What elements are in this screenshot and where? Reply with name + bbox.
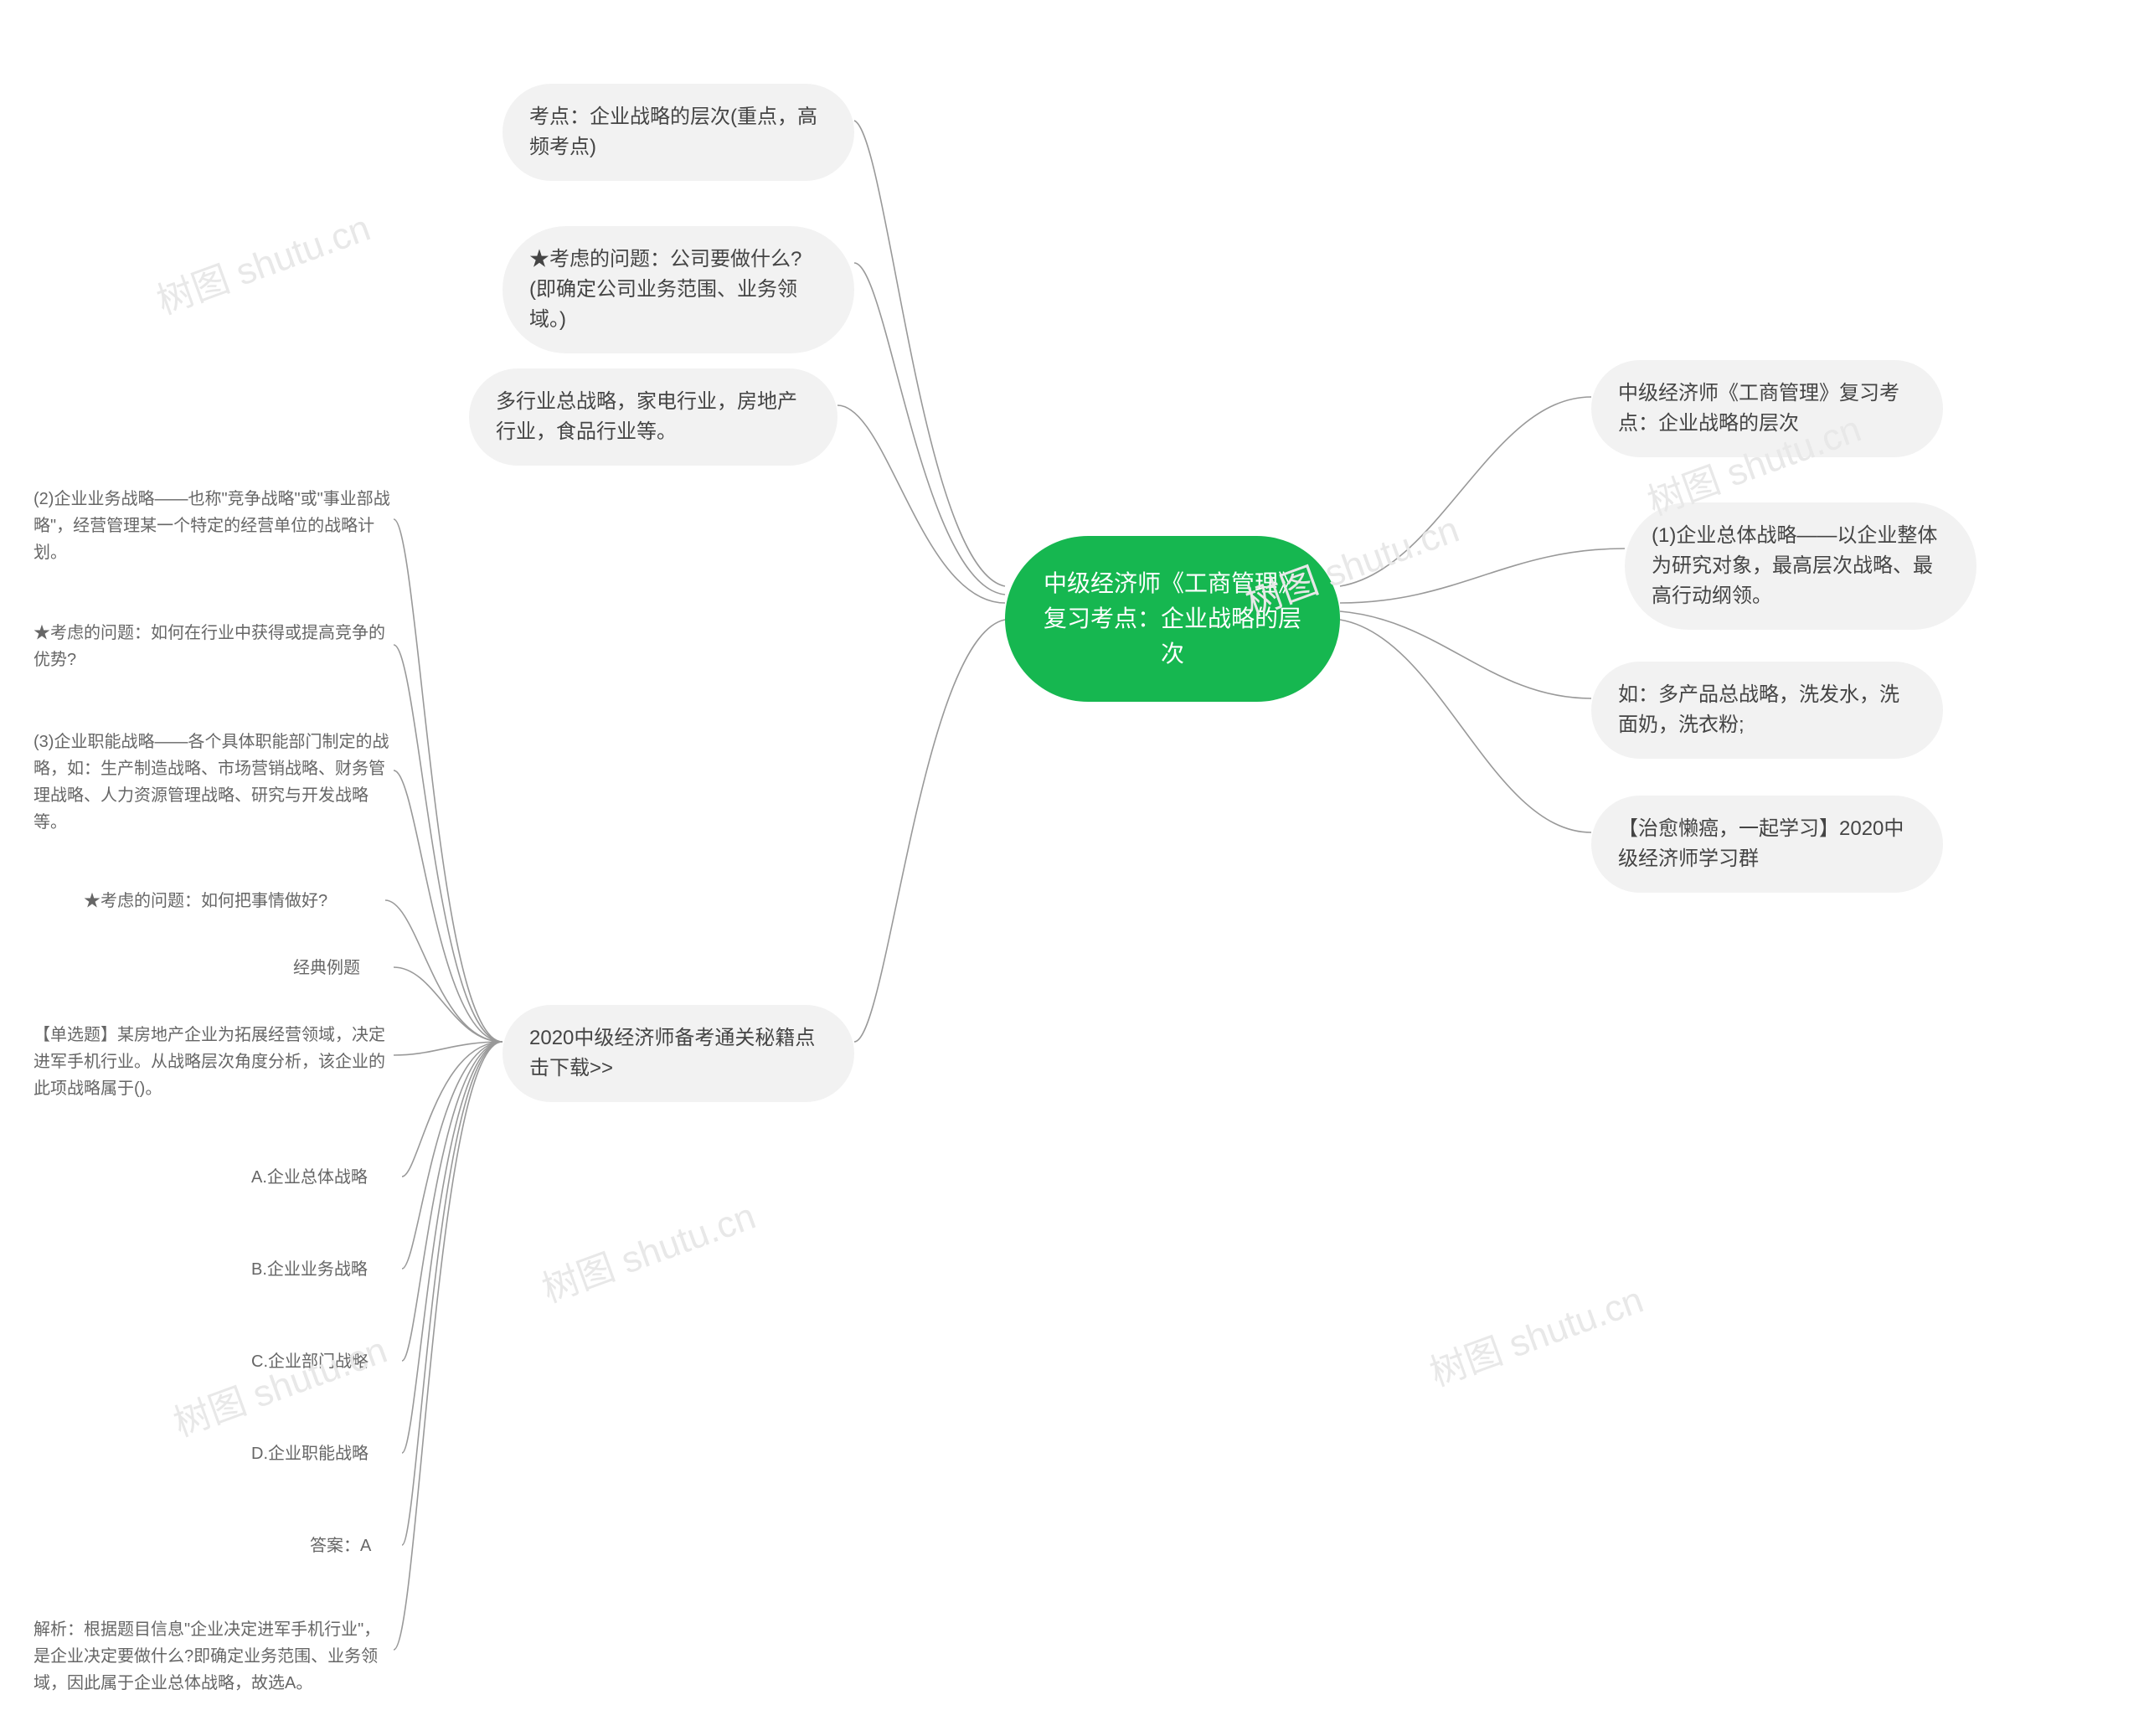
pill-label: 多行业总战略，家电行业，房地产行业，食品行业等。 [496,387,811,447]
pill-label: ★考虑的问题：公司要做什么?(即确定公司业务范围、业务领域。) [529,245,827,335]
pill-exam-point[interactable]: 考点：企业战略的层次(重点，高频考点) [502,84,854,181]
leaf-text: 【单选题】某房地产企业为拓展经营领域，决定进军手机行业。从战略层次角度分析，该企… [34,1022,394,1102]
center-node[interactable]: 中级经济师《工商管理》复习考点：企业战略的层次 [1005,536,1340,702]
pill-study-group[interactable]: 【治愈懒癌，一起学习】2020中级经济师学习群 [1591,796,1943,893]
pill-consider-question[interactable]: ★考虑的问题：公司要做什么?(即确定公司业务范围、业务领域。) [502,226,854,353]
leaf-text: C.企业部门战略 [251,1348,368,1375]
watermark: 树图 shutu.cn [165,1320,393,1446]
pill-label: 【治愈懒癌，一起学习】2020中级经济师学习群 [1618,814,1916,874]
leaf-text: (2)企业业务战略——也称"竞争战略"或"事业部战略"，经营管理某一个特定的经营… [34,486,394,566]
pill-label: 考点：企业战略的层次(重点，高频考点) [529,102,827,162]
pill-label: 中级经济师《工商管理》复习考点：企业战略的层次 [1618,379,1916,439]
leaf-classic-example[interactable]: 经典例题 [293,955,394,981]
pill-label: (1)企业总体战略——以企业整体为研究对象，最高层次战略、最高行动纲领。 [1652,521,1950,611]
center-node-text: 中级经济师《工商管理》复习考点：企业战略的层次 [1038,566,1306,672]
leaf-answer[interactable]: 答案：A [310,1533,402,1559]
leaf-text: A.企业总体战略 [251,1164,368,1191]
leaf-competitive-advantage[interactable]: ★考虑的问题：如何在行业中获得或提高竞争的优势? [34,620,394,673]
watermark: 树图 shutu.cn [533,1186,761,1312]
pill-multi-product[interactable]: 如：多产品总战略，洗发水，洗面奶，洗衣粉; [1591,662,1943,759]
leaf-text: D.企业职能战略 [251,1440,368,1467]
leaf-explanation[interactable]: 解析：根据题目信息"企业决定进军手机行业"，是企业决定要做什么?即确定业务范围、… [34,1616,394,1697]
pill-multi-industry[interactable]: 多行业总战略，家电行业，房地产行业，食品行业等。 [469,368,838,466]
leaf-how-to-do-well[interactable]: ★考虑的问题：如何把事情做好? [84,888,385,914]
leaf-text: (3)企业职能战略——各个具体职能部门制定的战略，如：生产制造战略、市场营销战略… [34,729,394,836]
watermark: 树图 shutu.cn [1421,1270,1649,1396]
leaf-option-a[interactable]: A.企业总体战略 [251,1164,402,1191]
leaf-text: 解析：根据题目信息"企业决定进军手机行业"，是企业决定要做什么?即确定业务范围、… [34,1616,394,1697]
leaf-option-c[interactable]: C.企业部门战略 [251,1348,402,1375]
leaf-text: B.企业业务战略 [251,1256,368,1283]
leaf-functional-strategy[interactable]: (3)企业职能战略——各个具体职能部门制定的战略，如：生产制造战略、市场营销战略… [34,729,394,836]
pill-label: 2020中级经济师备考通关秘籍点击下载>> [529,1023,827,1084]
pill-review-title[interactable]: 中级经济师《工商管理》复习考点：企业战略的层次 [1591,360,1943,457]
leaf-text: 经典例题 [293,955,360,981]
watermark: 树图 shutu.cn [148,198,376,324]
leaf-question-stem[interactable]: 【单选题】某房地产企业为拓展经营领域，决定进军手机行业。从战略层次角度分析，该企… [34,1022,394,1102]
pill-label: 如：多产品总战略，洗发水，洗面奶，洗衣粉; [1618,680,1916,740]
leaf-text: ★考虑的问题：如何把事情做好? [84,888,327,914]
leaf-text: ★考虑的问题：如何在行业中获得或提高竞争的优势? [34,620,394,673]
leaf-option-b[interactable]: B.企业业务战略 [251,1256,402,1283]
leaf-text: 答案：A [310,1533,371,1559]
pill-download-link[interactable]: 2020中级经济师备考通关秘籍点击下载>> [502,1005,854,1102]
leaf-option-d[interactable]: D.企业职能战略 [251,1440,402,1467]
pill-overall-strategy[interactable]: (1)企业总体战略——以企业整体为研究对象，最高层次战略、最高行动纲领。 [1625,502,1976,630]
mindmap-canvas: 中级经济师《工商管理》复习考点：企业战略的层次 考点：企业战略的层次(重点，高频… [0,0,2144,1736]
leaf-business-strategy[interactable]: (2)企业业务战略——也称"竞争战略"或"事业部战略"，经营管理某一个特定的经营… [34,486,394,566]
